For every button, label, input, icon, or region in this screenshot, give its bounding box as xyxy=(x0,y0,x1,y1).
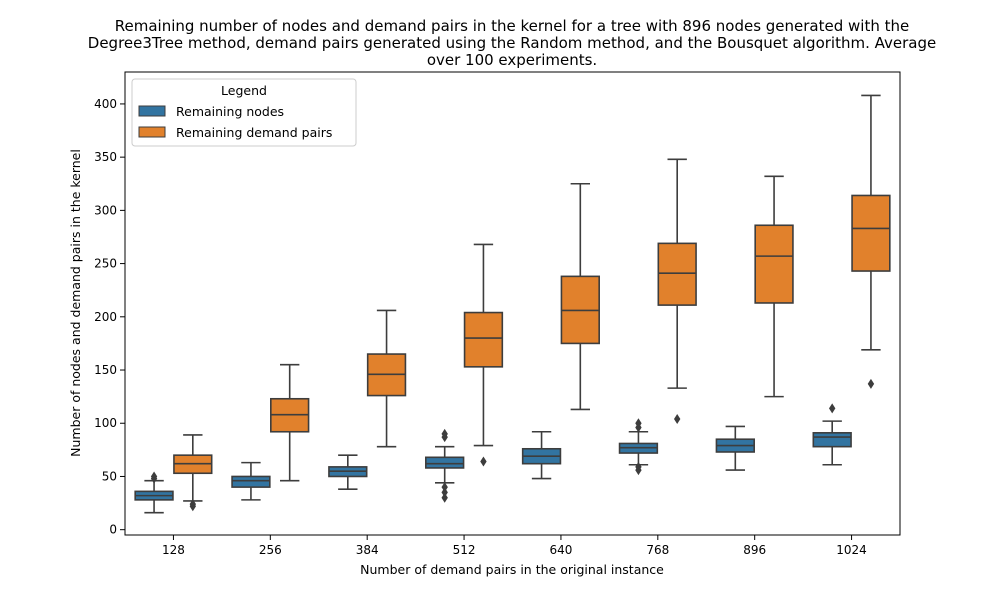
box-iqr xyxy=(425,456,465,469)
x-tick-label: 512 xyxy=(453,543,476,557)
legend-label-remaining-nodes: Remaining nodes xyxy=(176,104,284,119)
y-axis-label: Number of nodes and demand pairs in the … xyxy=(68,149,83,457)
chart-title-line-3: over 100 experiments. xyxy=(427,51,597,69)
box-iqr xyxy=(812,432,852,448)
outlier-point xyxy=(441,428,448,439)
box-remaining-demand-pairs-768 xyxy=(657,158,697,424)
legend: Legend Remaining nodes Remaining demand … xyxy=(131,78,357,147)
box-remaining-nodes-384 xyxy=(328,454,368,491)
box-remaining-nodes-256 xyxy=(231,461,271,501)
legend-frame xyxy=(131,78,357,147)
chart-title-line-1: Remaining number of nodes and demand pai… xyxy=(115,17,909,35)
y-tick-label: 50 xyxy=(102,469,117,483)
legend-swatch-remaining-nodes xyxy=(138,105,166,117)
outlier-point xyxy=(441,487,448,498)
box-remaining-demand-pairs-512 xyxy=(463,243,504,467)
chart-title-line-2: Degree3Tree method, demand pairs generat… xyxy=(88,34,936,52)
outlier-point xyxy=(189,499,197,510)
outlier-point xyxy=(673,413,681,424)
outlier-point xyxy=(867,378,875,389)
outlier-point xyxy=(441,492,448,503)
x-tick-label: 256 xyxy=(259,543,282,557)
y-tick-label: 250 xyxy=(94,257,117,271)
plot-area-frame xyxy=(124,71,901,536)
box-remaining-nodes-896 xyxy=(715,425,755,471)
box-remaining-demand-pairs-1024 xyxy=(851,94,891,389)
x-tick-label: 640 xyxy=(549,543,572,557)
x-axis-label: Number of demand pairs in the original i… xyxy=(360,562,664,577)
y-tick-label: 200 xyxy=(94,310,117,324)
y-tick-label: 100 xyxy=(94,416,117,430)
y-tick-label: 350 xyxy=(94,150,117,164)
box-remaining-demand-pairs-384 xyxy=(366,309,407,448)
y-axis-ticks: 0 50 100 150 200 250 300 350 400 xyxy=(94,97,125,537)
legend-swatch-remaining-demand-pairs xyxy=(138,126,166,138)
box-iqr xyxy=(231,475,271,488)
outlier-point xyxy=(828,403,836,414)
x-tick-label: 768 xyxy=(646,543,669,557)
y-tick-label: 400 xyxy=(94,97,117,111)
x-tick-label: 128 xyxy=(162,543,185,557)
box-remaining-demand-pairs-128 xyxy=(173,434,213,512)
y-tick-label: 300 xyxy=(94,203,117,217)
outlier-point xyxy=(480,456,487,467)
outlier-point xyxy=(635,418,642,429)
box-remaining-nodes-640 xyxy=(521,430,562,480)
box-iqr xyxy=(754,224,794,304)
box-iqr xyxy=(463,311,504,368)
x-axis-ticks: 128 256 384 512 640 768 896 1024 xyxy=(162,535,867,557)
x-tick-label: 1024 xyxy=(836,543,867,557)
outlier-point xyxy=(441,482,448,493)
box-iqr xyxy=(851,194,891,272)
box-remaining-demand-pairs-640 xyxy=(560,182,600,411)
box-remaining-demand-pairs-256 xyxy=(270,363,310,482)
outlier-point xyxy=(150,471,158,482)
y-tick-label: 0 xyxy=(109,523,117,537)
box-remaining-nodes-512 xyxy=(425,428,465,503)
box-remaining-nodes-128 xyxy=(134,471,174,514)
x-tick-label: 384 xyxy=(356,543,379,557)
box-remaining-nodes-1024 xyxy=(812,403,852,466)
outlier-point xyxy=(635,461,642,472)
y-tick-label: 150 xyxy=(94,363,117,377)
box-iqr xyxy=(657,242,697,306)
legend-label-remaining-demand-pairs: Remaining demand pairs xyxy=(176,125,332,140)
box-remaining-nodes-768 xyxy=(618,418,659,476)
x-tick-label: 896 xyxy=(743,543,766,557)
legend-title: Legend xyxy=(221,83,267,98)
box-plot-marks xyxy=(134,94,891,514)
box-remaining-demand-pairs-896 xyxy=(754,175,794,398)
